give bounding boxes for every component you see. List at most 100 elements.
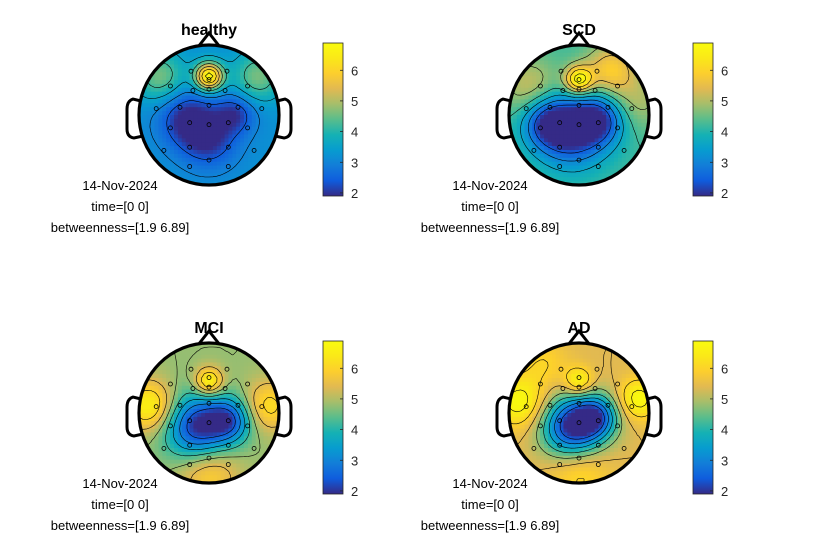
nose bbox=[196, 30, 222, 48]
colorbar-tick-label: 3 bbox=[351, 155, 358, 170]
time-label: time=[0 0] bbox=[461, 497, 518, 512]
electrode-marker bbox=[235, 104, 241, 110]
nose bbox=[566, 328, 592, 346]
electrode-marker bbox=[592, 88, 598, 93]
colorbar-tick-label: 2 bbox=[721, 484, 728, 499]
nose bbox=[196, 328, 222, 346]
electrode-marker bbox=[259, 404, 265, 410]
electrode-marker bbox=[225, 442, 231, 448]
electrode-marker bbox=[523, 106, 529, 111]
colorbar: 2 3 4 5 6 bbox=[692, 340, 728, 499]
electrode-marker bbox=[206, 77, 212, 82]
colorbar-tick-label: 3 bbox=[721, 453, 728, 468]
electrode-marker bbox=[576, 384, 582, 390]
electrode-marker bbox=[560, 386, 566, 391]
electrode-marker bbox=[153, 404, 159, 410]
electrode-marker bbox=[557, 164, 563, 169]
time-label: time=[0 0] bbox=[91, 497, 148, 512]
topoplot-panel-healthy: healthy 2 3 4 5 6 14-Nov-2024 time=[0 0] bet… bbox=[51, 22, 358, 235]
electrode-marker bbox=[206, 157, 212, 163]
electrode-marker bbox=[557, 418, 563, 424]
electrode-marker bbox=[538, 423, 543, 429]
electrode-marker bbox=[576, 86, 582, 92]
electrode-marker bbox=[592, 386, 598, 391]
range-label: betweenness=[1.9 6.89] bbox=[51, 220, 189, 235]
contour-lines bbox=[509, 345, 649, 483]
electrode-marker bbox=[225, 120, 231, 126]
head-outline bbox=[507, 341, 651, 485]
electrode-marker bbox=[558, 366, 564, 372]
electrode-marker bbox=[547, 104, 553, 110]
electrode-marker bbox=[629, 404, 635, 410]
electrode-marker bbox=[187, 164, 193, 169]
electrode-marker bbox=[167, 423, 173, 429]
electrode-marker bbox=[224, 68, 230, 74]
electrode-marker bbox=[629, 106, 635, 111]
time-label: time=[0 0] bbox=[461, 199, 518, 214]
electrode-marker bbox=[259, 106, 265, 111]
electrode-marker bbox=[615, 381, 620, 387]
colorbar-tick-label: 3 bbox=[351, 453, 358, 468]
electrode-marker bbox=[161, 147, 167, 153]
electrode-marker bbox=[531, 147, 537, 153]
colorbar-tick-label: 4 bbox=[351, 125, 358, 140]
electrode-marker bbox=[206, 102, 212, 108]
panel-title: MCI bbox=[194, 320, 223, 337]
electrode-marker bbox=[547, 402, 553, 408]
electrode-marker bbox=[188, 366, 194, 372]
electrode-marker bbox=[206, 375, 212, 381]
colorbar-tick-label: 6 bbox=[351, 63, 358, 78]
electrode-marker bbox=[188, 68, 194, 74]
electrode-marker bbox=[225, 418, 231, 424]
colorbar-tick-label: 5 bbox=[351, 392, 358, 407]
electrode-marker bbox=[224, 366, 230, 372]
electrode-marker bbox=[235, 402, 241, 408]
right-ear bbox=[274, 395, 293, 438]
electrode-marker bbox=[251, 147, 257, 153]
colorbar-tick-label: 2 bbox=[721, 186, 728, 201]
colorbar: 2 3 4 5 6 bbox=[322, 42, 358, 201]
electrode-marker bbox=[595, 164, 601, 169]
range-label: betweenness=[1.9 6.89] bbox=[421, 220, 559, 235]
electrode-marker bbox=[576, 375, 582, 381]
colorbar-tick-label: 4 bbox=[721, 423, 728, 438]
electrode-marker bbox=[557, 442, 563, 448]
electrode-marker bbox=[531, 445, 537, 451]
electrode-marker bbox=[621, 147, 627, 153]
electrode-marker bbox=[206, 86, 212, 92]
electrode-marker bbox=[190, 386, 196, 391]
colorbar-tick-label: 5 bbox=[721, 94, 728, 109]
head-map bbox=[125, 328, 293, 485]
electrode-marker bbox=[538, 381, 543, 387]
colorbar-tick-label: 6 bbox=[721, 361, 728, 376]
topoplot-panel-mci: MCI 2 3 4 5 6 14-Nov-2024 time=[0 0] between… bbox=[51, 320, 358, 533]
colorbar-tick-label: 5 bbox=[721, 392, 728, 407]
left-ear bbox=[495, 97, 514, 140]
electrode-marker bbox=[594, 366, 600, 372]
right-ear bbox=[644, 97, 663, 140]
electrode-marker bbox=[576, 102, 582, 108]
electrode-marker bbox=[594, 68, 600, 74]
range-label: betweenness=[1.9 6.89] bbox=[51, 518, 189, 533]
colorbar-tick-label: 6 bbox=[351, 361, 358, 376]
electrode-marker bbox=[576, 122, 582, 128]
electrode-marker bbox=[557, 120, 563, 126]
date-label: 14-Nov-2024 bbox=[82, 178, 157, 193]
electrode-marker bbox=[206, 384, 212, 390]
electrode-marker bbox=[576, 157, 582, 163]
colorbar-tick-label: 6 bbox=[721, 63, 728, 78]
electrode-marker bbox=[225, 144, 231, 150]
colorbar-tick-label: 4 bbox=[721, 125, 728, 140]
electrode-marker bbox=[538, 125, 543, 131]
electrode-marker bbox=[595, 442, 601, 448]
electrode-marker bbox=[576, 400, 582, 406]
panel-title: healthy bbox=[181, 22, 237, 39]
electrode-marker bbox=[167, 83, 173, 89]
electrode-marker bbox=[245, 381, 251, 387]
electrode-marker bbox=[557, 144, 563, 150]
electrode-marker bbox=[595, 462, 601, 467]
electrode-marker bbox=[222, 88, 228, 93]
date-label: 14-Nov-2024 bbox=[82, 476, 157, 491]
electrode-marker bbox=[576, 420, 582, 426]
